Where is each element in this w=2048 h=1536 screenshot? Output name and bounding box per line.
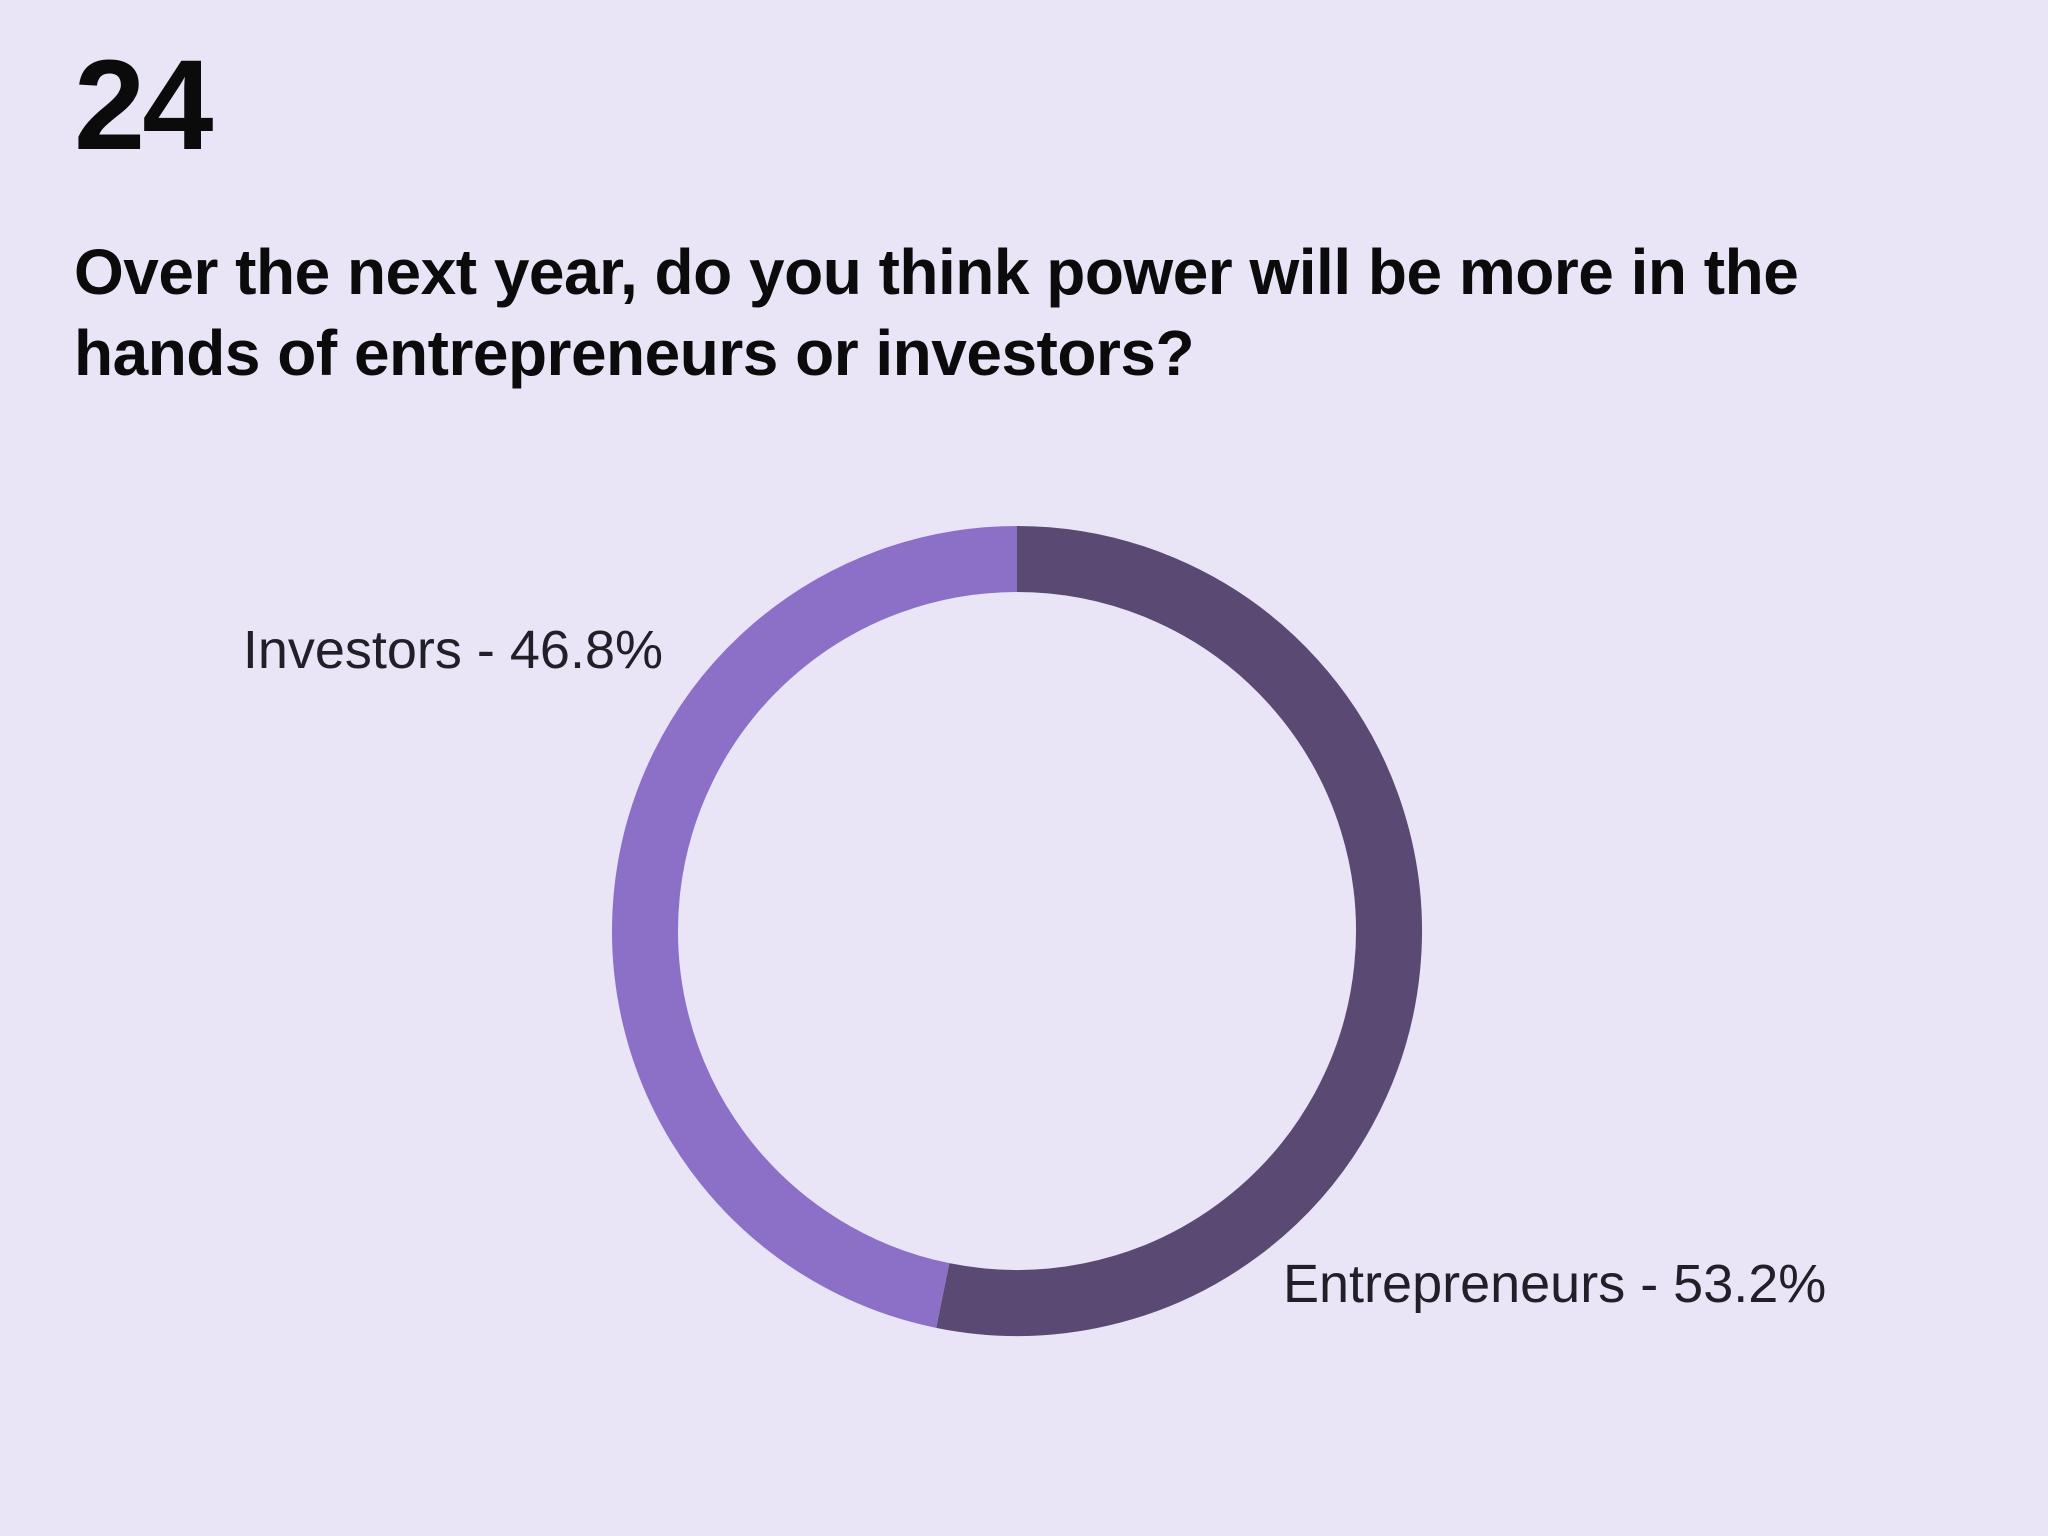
question-title: Over the next year, do you think power w…	[74, 236, 1799, 389]
donut-chart	[612, 526, 1422, 1336]
investors-slice-label: Investors - 46.8%	[242, 620, 663, 680]
entrepreneurs-slice-label: Entrepreneurs - 53.2%	[1283, 1254, 1827, 1314]
entrepreneurs-segment	[936, 526, 1422, 1336]
donut-segments	[612, 526, 1422, 1336]
investors-segment	[612, 526, 1018, 1328]
page-number: 24	[74, 34, 213, 177]
